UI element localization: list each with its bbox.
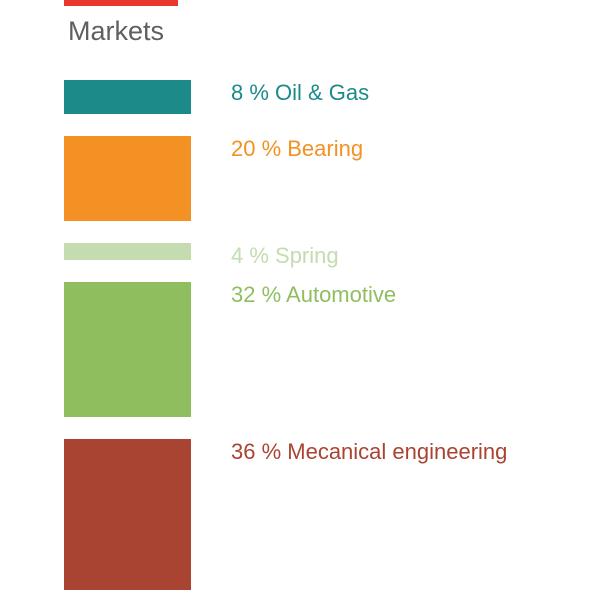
bar-spring xyxy=(64,243,191,260)
label-automotive: 32 % Automotive xyxy=(231,282,396,307)
bar-oil-gas xyxy=(64,80,191,114)
bar-mecanical-engineering xyxy=(64,439,191,590)
label-bearing: 20 % Bearing xyxy=(231,136,363,161)
label-oil-gas: 8 % Oil & Gas xyxy=(231,80,369,105)
bar-automotive xyxy=(64,282,191,417)
chart-title: Markets xyxy=(68,16,165,46)
bar-bearing xyxy=(64,136,191,221)
label-mecanical-engineering: 36 % Mecanical engineering xyxy=(231,439,507,464)
label-spring: 4 % Spring xyxy=(231,243,339,268)
title-accent-bar xyxy=(64,0,178,6)
